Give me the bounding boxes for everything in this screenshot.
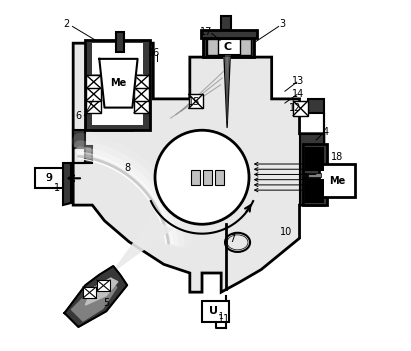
Text: 17: 17 — [200, 27, 212, 37]
Bar — [221, 16, 231, 30]
Text: 10: 10 — [280, 227, 292, 237]
Text: 9: 9 — [46, 173, 53, 183]
Text: U: U — [209, 306, 218, 316]
Bar — [86, 75, 101, 88]
Bar — [293, 101, 308, 115]
Bar — [35, 168, 63, 188]
Bar — [83, 287, 96, 298]
Bar — [116, 32, 124, 52]
Polygon shape — [110, 217, 173, 275]
Text: 3: 3 — [279, 19, 285, 29]
Bar — [202, 301, 229, 323]
Bar — [303, 177, 327, 205]
Bar — [191, 170, 200, 185]
Polygon shape — [110, 217, 173, 275]
Polygon shape — [300, 99, 324, 205]
Bar — [86, 100, 101, 113]
Bar — [232, 35, 254, 57]
Text: Me: Me — [329, 176, 345, 186]
Text: 11: 11 — [217, 314, 230, 324]
Bar — [134, 87, 149, 101]
Bar — [92, 91, 143, 94]
Text: 2: 2 — [63, 19, 69, 29]
Bar — [97, 280, 110, 291]
Bar — [189, 94, 203, 108]
Bar — [92, 74, 143, 77]
Text: 7: 7 — [229, 234, 236, 244]
Polygon shape — [99, 59, 138, 108]
Bar — [305, 179, 324, 203]
Bar — [207, 39, 251, 55]
Text: 16: 16 — [148, 48, 160, 58]
Text: 1: 1 — [54, 183, 60, 193]
Bar — [215, 170, 224, 185]
Text: 6: 6 — [75, 111, 81, 121]
Text: 15: 15 — [188, 97, 201, 107]
Text: 8: 8 — [124, 163, 130, 173]
Bar — [203, 170, 212, 185]
Text: C: C — [223, 42, 231, 52]
Bar — [303, 144, 327, 174]
Bar — [86, 87, 101, 101]
Polygon shape — [73, 43, 324, 292]
Polygon shape — [65, 266, 127, 327]
Text: 14: 14 — [292, 89, 304, 99]
Bar — [203, 35, 225, 57]
Bar — [319, 164, 355, 198]
Bar — [201, 30, 257, 38]
Circle shape — [155, 130, 249, 224]
Polygon shape — [63, 130, 92, 205]
Bar — [207, 39, 218, 55]
Text: 1: 1 — [218, 312, 223, 321]
Text: Me: Me — [110, 78, 127, 88]
Text: 12: 12 — [289, 102, 302, 113]
Bar — [308, 173, 321, 177]
Text: 18: 18 — [331, 152, 343, 163]
Bar — [305, 147, 324, 171]
Polygon shape — [225, 56, 229, 121]
Bar — [134, 75, 149, 88]
Bar — [134, 100, 149, 113]
Polygon shape — [72, 278, 117, 321]
Bar — [85, 40, 150, 130]
Polygon shape — [85, 278, 118, 305]
Text: 13: 13 — [292, 76, 304, 86]
Text: 9: 9 — [46, 173, 52, 183]
Bar — [92, 43, 143, 125]
Text: 5: 5 — [103, 298, 109, 307]
Bar — [240, 39, 251, 55]
Bar — [92, 82, 143, 86]
Text: 4: 4 — [323, 127, 329, 137]
Polygon shape — [224, 56, 230, 127]
